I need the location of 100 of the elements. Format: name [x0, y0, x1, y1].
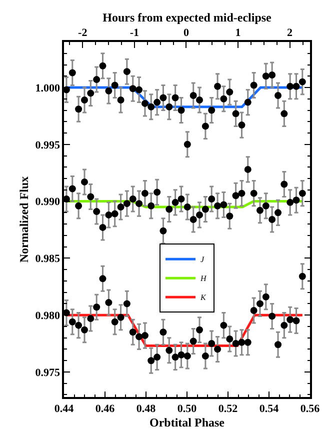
point: [111, 318, 118, 326]
point: [81, 326, 88, 334]
point: [226, 212, 234, 220]
point: [268, 72, 276, 78]
point: [286, 316, 294, 324]
y-axis-title: Normalized Flux: [17, 176, 32, 263]
point: [226, 88, 234, 96]
point: [129, 328, 136, 336]
point: [232, 340, 240, 348]
x-tick-label: 0.48: [136, 402, 156, 415]
point: [111, 82, 118, 89]
point: [123, 300, 130, 308]
point: [250, 82, 258, 89]
point: [148, 103, 155, 110]
point: [68, 69, 76, 76]
point: [129, 196, 136, 203]
point: [81, 96, 88, 104]
point: [220, 95, 228, 102]
point: [274, 209, 282, 216]
point: [220, 201, 228, 208]
x-tick-label: 0.54: [259, 402, 280, 415]
point: [166, 346, 173, 354]
point: [208, 106, 216, 114]
point: [81, 178, 88, 186]
point: [68, 185, 76, 192]
point: [292, 196, 300, 204]
point: [166, 206, 173, 213]
point: [250, 190, 258, 197]
y-tick-label: 0.990: [35, 196, 61, 208]
point: [160, 94, 167, 102]
x2-tick-label: 0: [183, 26, 190, 39]
point: [166, 103, 173, 110]
point: [87, 90, 94, 97]
point: [184, 203, 191, 210]
point: [105, 211, 112, 218]
point: [64, 196, 70, 203]
point: [75, 202, 82, 210]
x2-tick-label: 2: [287, 26, 294, 39]
x2-tick-label: -1: [130, 26, 140, 39]
point: [196, 96, 203, 104]
point: [244, 98, 252, 106]
x2-axis-title: Hours from expected mid-eclipse: [102, 10, 272, 25]
point: [238, 338, 246, 346]
point: [148, 357, 155, 364]
point: [117, 96, 124, 104]
point: [214, 346, 222, 353]
x-tick-label: 0.56: [300, 402, 320, 415]
point: [75, 106, 82, 113]
x-tick-label: 0.44: [54, 402, 74, 415]
point: [262, 202, 270, 210]
point: [202, 122, 209, 130]
point: [68, 318, 76, 326]
point: [196, 211, 203, 218]
point: [256, 206, 264, 214]
point: [160, 227, 167, 234]
point: [178, 196, 185, 203]
point: [286, 82, 294, 90]
point: [268, 312, 276, 320]
point: [111, 210, 118, 218]
x2-tick-label: -2: [78, 26, 88, 39]
point: [256, 300, 264, 308]
point: [190, 338, 197, 345]
point: [172, 94, 179, 102]
point: [208, 196, 216, 203]
point: [123, 200, 130, 208]
point: [141, 190, 148, 197]
point: [226, 335, 234, 342]
x-tick-label: 0.50: [177, 402, 198, 415]
point: [238, 190, 246, 197]
x-tick-label: 0.46: [95, 402, 116, 415]
legend-label: K: [200, 293, 206, 302]
point: [75, 322, 82, 329]
point: [184, 140, 191, 148]
point: [105, 87, 112, 94]
point: [202, 352, 209, 360]
point: [298, 190, 306, 197]
point: [244, 166, 252, 173]
point: [172, 354, 179, 361]
point: [190, 216, 197, 223]
point: [184, 352, 191, 360]
point: [99, 62, 106, 70]
point: [196, 326, 203, 334]
point: [244, 338, 252, 346]
point: [93, 208, 100, 216]
point: [286, 198, 294, 206]
point: [238, 122, 246, 129]
point: [250, 307, 258, 314]
x-axis-title: Orbtital Phase: [150, 415, 226, 430]
point: [172, 198, 179, 206]
point: [292, 317, 300, 324]
point: [202, 206, 209, 213]
legend-label: J: [200, 255, 204, 264]
point: [190, 92, 197, 99]
point: [298, 78, 306, 86]
point: [274, 341, 282, 348]
point: [141, 332, 148, 340]
point: [141, 100, 148, 107]
point: [123, 68, 130, 76]
point: [154, 188, 161, 196]
point: [262, 72, 270, 80]
